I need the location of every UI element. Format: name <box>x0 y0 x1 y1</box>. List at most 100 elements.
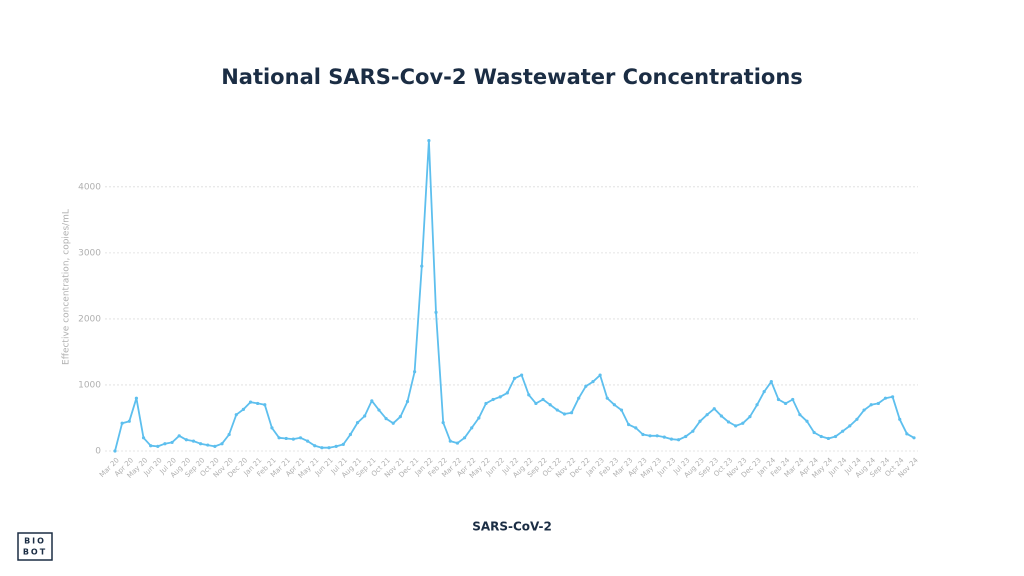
data-point <box>334 444 338 448</box>
logo-text: BIO <box>24 537 46 546</box>
data-point <box>826 436 830 441</box>
data-point <box>748 415 752 419</box>
data-point <box>405 399 410 404</box>
data-point <box>805 419 809 423</box>
data-point <box>655 434 659 438</box>
data-point <box>527 393 531 397</box>
data-point <box>848 424 852 428</box>
data-point <box>605 396 609 400</box>
data-point <box>391 421 395 425</box>
data-point <box>555 408 559 412</box>
data-point <box>306 439 310 443</box>
data-point <box>705 413 709 417</box>
data-point <box>619 408 624 412</box>
data-point <box>470 426 474 430</box>
data-point <box>598 373 602 377</box>
data-point <box>862 408 866 412</box>
data-point <box>277 436 281 440</box>
data-point <box>177 434 181 438</box>
data-point <box>384 417 388 421</box>
data-point <box>876 401 880 406</box>
y-axis-label: Effective concentration, copies/mL <box>62 209 72 365</box>
data-point <box>541 397 545 402</box>
data-point <box>719 414 723 418</box>
data-point <box>577 396 581 400</box>
data-point <box>684 434 688 439</box>
logo: BIO BOT <box>17 532 53 561</box>
data-point <box>755 403 759 407</box>
data-point <box>248 400 253 404</box>
chart-title: National SARS-Cov-2 Wastewater Concentra… <box>221 65 803 89</box>
data-point <box>791 397 795 402</box>
data-point <box>676 438 681 442</box>
data-point <box>477 416 481 420</box>
data-point <box>327 446 331 450</box>
data-point <box>898 417 902 421</box>
data-point <box>184 438 188 442</box>
data-point <box>220 442 224 446</box>
data-point <box>819 434 823 439</box>
y-tick-label: 2000 <box>78 314 101 324</box>
data-point <box>812 430 816 435</box>
data-point <box>634 426 638 430</box>
data-point <box>520 373 524 377</box>
y-tick-label: 1000 <box>78 380 101 390</box>
data-point <box>883 396 888 400</box>
data-point <box>669 437 674 441</box>
data-point <box>134 396 139 400</box>
data-point <box>869 403 873 407</box>
data-point <box>741 421 745 425</box>
data-point <box>113 449 117 453</box>
data-point <box>199 442 203 446</box>
data-point <box>370 399 374 403</box>
data-point <box>569 411 574 415</box>
data-point <box>355 421 360 425</box>
data-point <box>498 395 502 399</box>
data-point <box>505 391 509 395</box>
data-point <box>905 432 909 436</box>
data-point <box>291 437 295 441</box>
data-point <box>427 139 431 143</box>
legend-label: SARS-CoV-2 <box>472 520 552 534</box>
data-point <box>455 441 460 445</box>
data-point <box>149 444 153 448</box>
data-point <box>341 442 345 446</box>
data-point <box>726 420 731 424</box>
logo-text: BOT <box>23 548 47 557</box>
data-point <box>776 397 781 402</box>
data-point <box>562 412 567 416</box>
data-point <box>256 401 260 406</box>
data-point <box>698 419 702 423</box>
data-point <box>191 439 196 443</box>
data-point <box>534 401 538 406</box>
data-point <box>912 436 916 440</box>
data-point <box>841 429 845 433</box>
data-point <box>855 417 859 421</box>
data-point <box>491 397 495 402</box>
data-point <box>206 443 210 447</box>
data-point <box>348 432 353 437</box>
data-point <box>377 408 381 412</box>
data-point <box>284 436 288 441</box>
data-point <box>783 401 788 406</box>
data-point <box>320 446 324 450</box>
data-point <box>127 419 131 423</box>
data-point <box>434 310 438 314</box>
data-point <box>298 436 303 440</box>
data-point <box>512 376 517 380</box>
data-point <box>313 444 317 448</box>
data-point <box>156 444 160 448</box>
data-point <box>890 395 895 399</box>
data-point <box>462 436 467 440</box>
data-point <box>141 436 146 440</box>
data-point <box>270 426 274 430</box>
data-point <box>363 414 367 418</box>
data-point <box>420 264 424 268</box>
data-point <box>612 403 616 407</box>
data-point <box>712 407 716 411</box>
data-point <box>263 403 267 407</box>
data-point <box>591 380 595 384</box>
data-point <box>484 401 488 406</box>
data-point <box>241 407 246 411</box>
